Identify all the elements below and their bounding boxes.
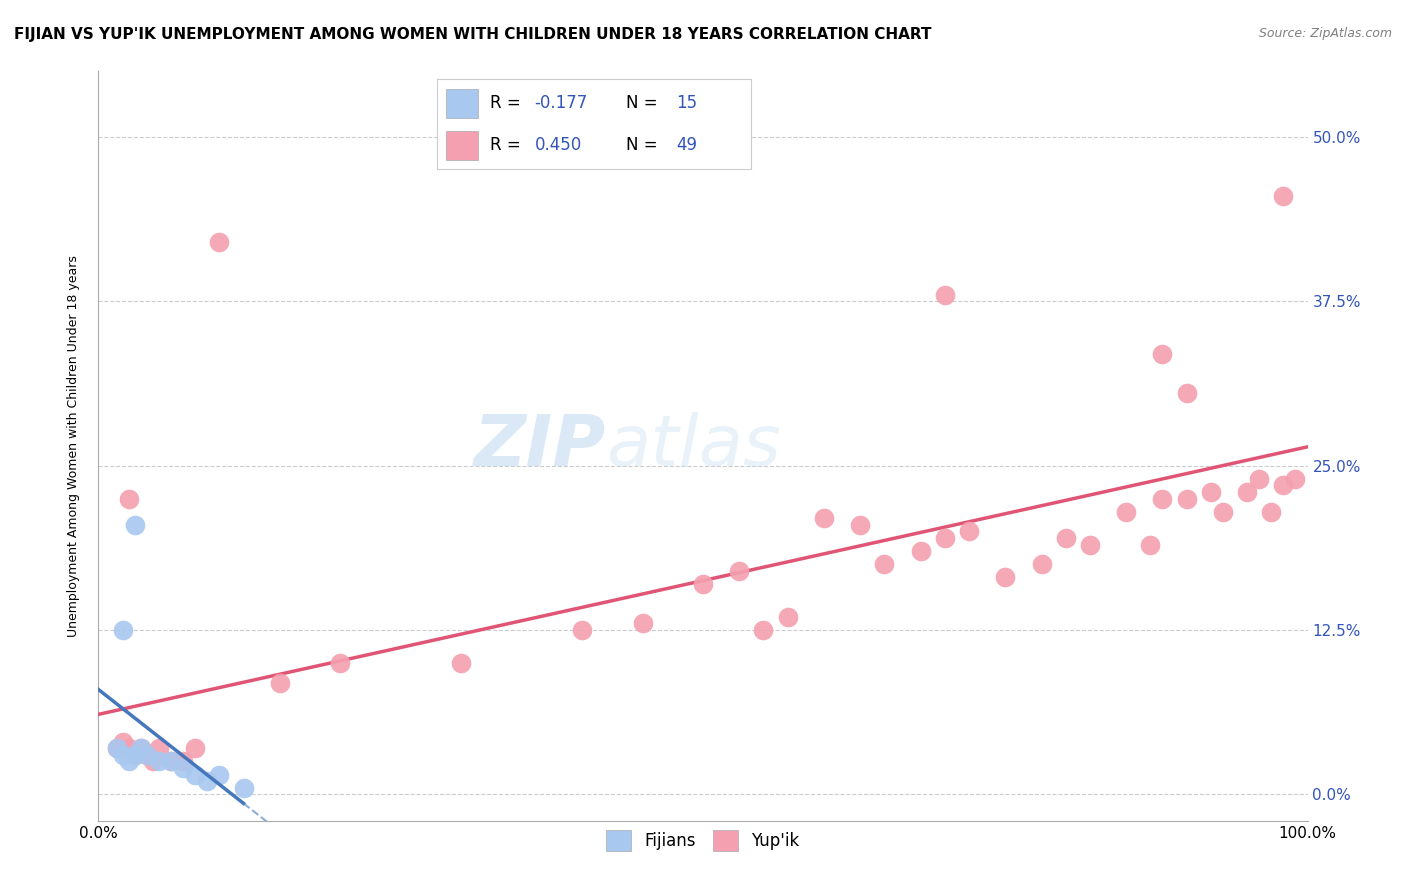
- Point: [124, 747, 146, 762]
- Point: [172, 761, 194, 775]
- Y-axis label: Unemployment Among Women with Children Under 18 years: Unemployment Among Women with Children U…: [66, 255, 80, 637]
- Point: [1272, 478, 1295, 492]
- Point: [160, 755, 183, 769]
- Point: [105, 741, 128, 756]
- Point: [1078, 538, 1101, 552]
- Point: [129, 741, 152, 756]
- Point: [1175, 491, 1198, 506]
- Point: [148, 755, 170, 769]
- Point: [118, 491, 141, 506]
- Point: [118, 755, 141, 769]
- Point: [1031, 558, 1053, 572]
- Point: [148, 741, 170, 756]
- Point: [269, 675, 291, 690]
- Point: [1249, 472, 1271, 486]
- Point: [1236, 485, 1258, 500]
- Point: [873, 558, 896, 572]
- Point: [111, 747, 134, 762]
- Point: [111, 735, 134, 749]
- Point: [450, 656, 472, 670]
- Text: atlas: atlas: [606, 411, 780, 481]
- Point: [232, 780, 254, 795]
- Point: [1054, 531, 1077, 545]
- Point: [1212, 505, 1234, 519]
- Legend: Fijians, Yup'ik: Fijians, Yup'ik: [600, 823, 806, 857]
- Point: [135, 747, 157, 762]
- Point: [1272, 189, 1295, 203]
- Point: [813, 511, 835, 525]
- Point: [129, 741, 152, 756]
- Point: [124, 517, 146, 532]
- Point: [752, 623, 775, 637]
- Point: [1115, 505, 1137, 519]
- Point: [1260, 505, 1282, 519]
- Text: FIJIAN VS YUP'IK UNEMPLOYMENT AMONG WOMEN WITH CHILDREN UNDER 18 YEARS CORRELATI: FIJIAN VS YUP'IK UNEMPLOYMENT AMONG WOME…: [14, 27, 932, 42]
- Point: [776, 610, 799, 624]
- Point: [160, 755, 183, 769]
- Point: [124, 747, 146, 762]
- Point: [728, 564, 751, 578]
- Point: [1152, 491, 1174, 506]
- Point: [1284, 472, 1306, 486]
- Point: [692, 577, 714, 591]
- Point: [934, 288, 956, 302]
- Point: [1152, 347, 1174, 361]
- Point: [934, 531, 956, 545]
- Point: [994, 570, 1017, 584]
- Point: [184, 767, 207, 781]
- Text: ZIP: ZIP: [474, 411, 606, 481]
- Point: [142, 755, 165, 769]
- Point: [1175, 386, 1198, 401]
- Point: [172, 755, 194, 769]
- Point: [195, 774, 218, 789]
- Point: [105, 741, 128, 756]
- Point: [208, 235, 231, 250]
- Point: [329, 656, 352, 670]
- Point: [118, 741, 141, 756]
- Point: [631, 616, 654, 631]
- Point: [111, 623, 134, 637]
- Point: [135, 747, 157, 762]
- Point: [1139, 538, 1161, 552]
- Text: Source: ZipAtlas.com: Source: ZipAtlas.com: [1258, 27, 1392, 40]
- Point: [208, 767, 231, 781]
- Point: [571, 623, 593, 637]
- Point: [1199, 485, 1222, 500]
- Point: [957, 524, 980, 539]
- Point: [910, 544, 932, 558]
- Point: [849, 517, 872, 532]
- Point: [184, 741, 207, 756]
